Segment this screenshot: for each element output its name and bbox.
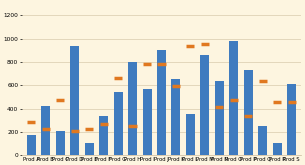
Bar [99, 116, 108, 155]
Bar [171, 79, 181, 155]
Bar [273, 143, 282, 155]
Bar [287, 84, 296, 155]
Bar [128, 62, 137, 155]
Bar [244, 70, 253, 155]
Bar [157, 50, 166, 155]
Bar [27, 135, 36, 155]
Bar [258, 126, 267, 155]
Bar [200, 55, 210, 155]
Bar [113, 92, 123, 155]
Bar [70, 46, 79, 155]
Bar [229, 41, 238, 155]
Bar [142, 89, 152, 155]
Bar [41, 106, 50, 155]
Bar [215, 81, 224, 155]
Bar [186, 114, 195, 155]
Bar [56, 131, 65, 155]
Bar [85, 143, 94, 155]
